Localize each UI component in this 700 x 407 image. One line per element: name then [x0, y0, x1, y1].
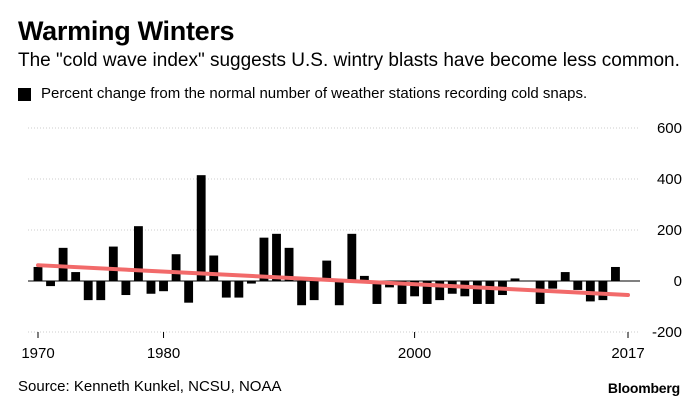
- chart-title: Warming Winters: [18, 16, 235, 46]
- bar: [209, 255, 219, 281]
- x-tick-label: 2000: [398, 345, 431, 360]
- brand-logo: Bloomberg: [607, 380, 680, 396]
- y-tick-label: -200: [652, 324, 682, 341]
- y-tick-label: 600: [657, 120, 682, 137]
- bar: [146, 281, 156, 294]
- bar: [297, 281, 307, 306]
- bar: [108, 246, 118, 281]
- bar: [221, 281, 231, 298]
- bar: [184, 281, 194, 303]
- chart-subtitle: The "cold wave index" suggests U.S. wint…: [18, 50, 680, 71]
- source-note: Source: Kenneth Kunkel, NCSU, NOAA: [18, 378, 282, 395]
- bar: [33, 266, 43, 281]
- bar: [397, 281, 407, 304]
- bar: [159, 281, 168, 292]
- bar: [83, 281, 93, 301]
- bar: [71, 272, 81, 281]
- bar: [372, 281, 382, 304]
- bar: [347, 233, 357, 281]
- gridlines: [28, 127, 640, 333]
- bar: [246, 281, 256, 284]
- bar: [410, 281, 420, 297]
- bar: [598, 281, 608, 301]
- trend-line: [36, 263, 630, 298]
- bar: [485, 281, 495, 304]
- bar: [196, 175, 206, 281]
- x-tick-label: 1970: [21, 345, 54, 360]
- bar: [284, 247, 294, 281]
- legend-label: Percent change from the normal number of…: [41, 85, 588, 102]
- bar: [510, 278, 520, 281]
- trend-line-path: [36, 263, 630, 298]
- bar: [359, 275, 369, 281]
- bar: [171, 254, 181, 281]
- bar: [259, 237, 269, 281]
- y-tick-label: 200: [657, 222, 682, 239]
- bar: [611, 266, 620, 281]
- legend-swatch: [18, 87, 31, 101]
- bar: [573, 281, 583, 290]
- bar: [334, 281, 344, 306]
- legend: Percent change from the normal number of…: [18, 83, 587, 105]
- bar: [272, 233, 281, 281]
- bar: [422, 281, 432, 304]
- bar: [58, 247, 68, 281]
- bar: [548, 281, 558, 289]
- y-tick-label: 400: [657, 171, 682, 188]
- bar: [46, 281, 55, 287]
- bar: [121, 281, 131, 296]
- bar: [96, 281, 106, 301]
- x-tick-label: 2017: [611, 345, 644, 360]
- bar: [560, 272, 570, 281]
- bar: [309, 281, 319, 301]
- x-tick-label: 1980: [147, 345, 180, 360]
- bar: [234, 281, 244, 298]
- bar: [322, 260, 332, 281]
- bar: [134, 226, 143, 281]
- y-tick-label: 0: [674, 273, 682, 290]
- bar: [472, 281, 482, 304]
- bar: [435, 281, 445, 301]
- bars: [33, 175, 620, 306]
